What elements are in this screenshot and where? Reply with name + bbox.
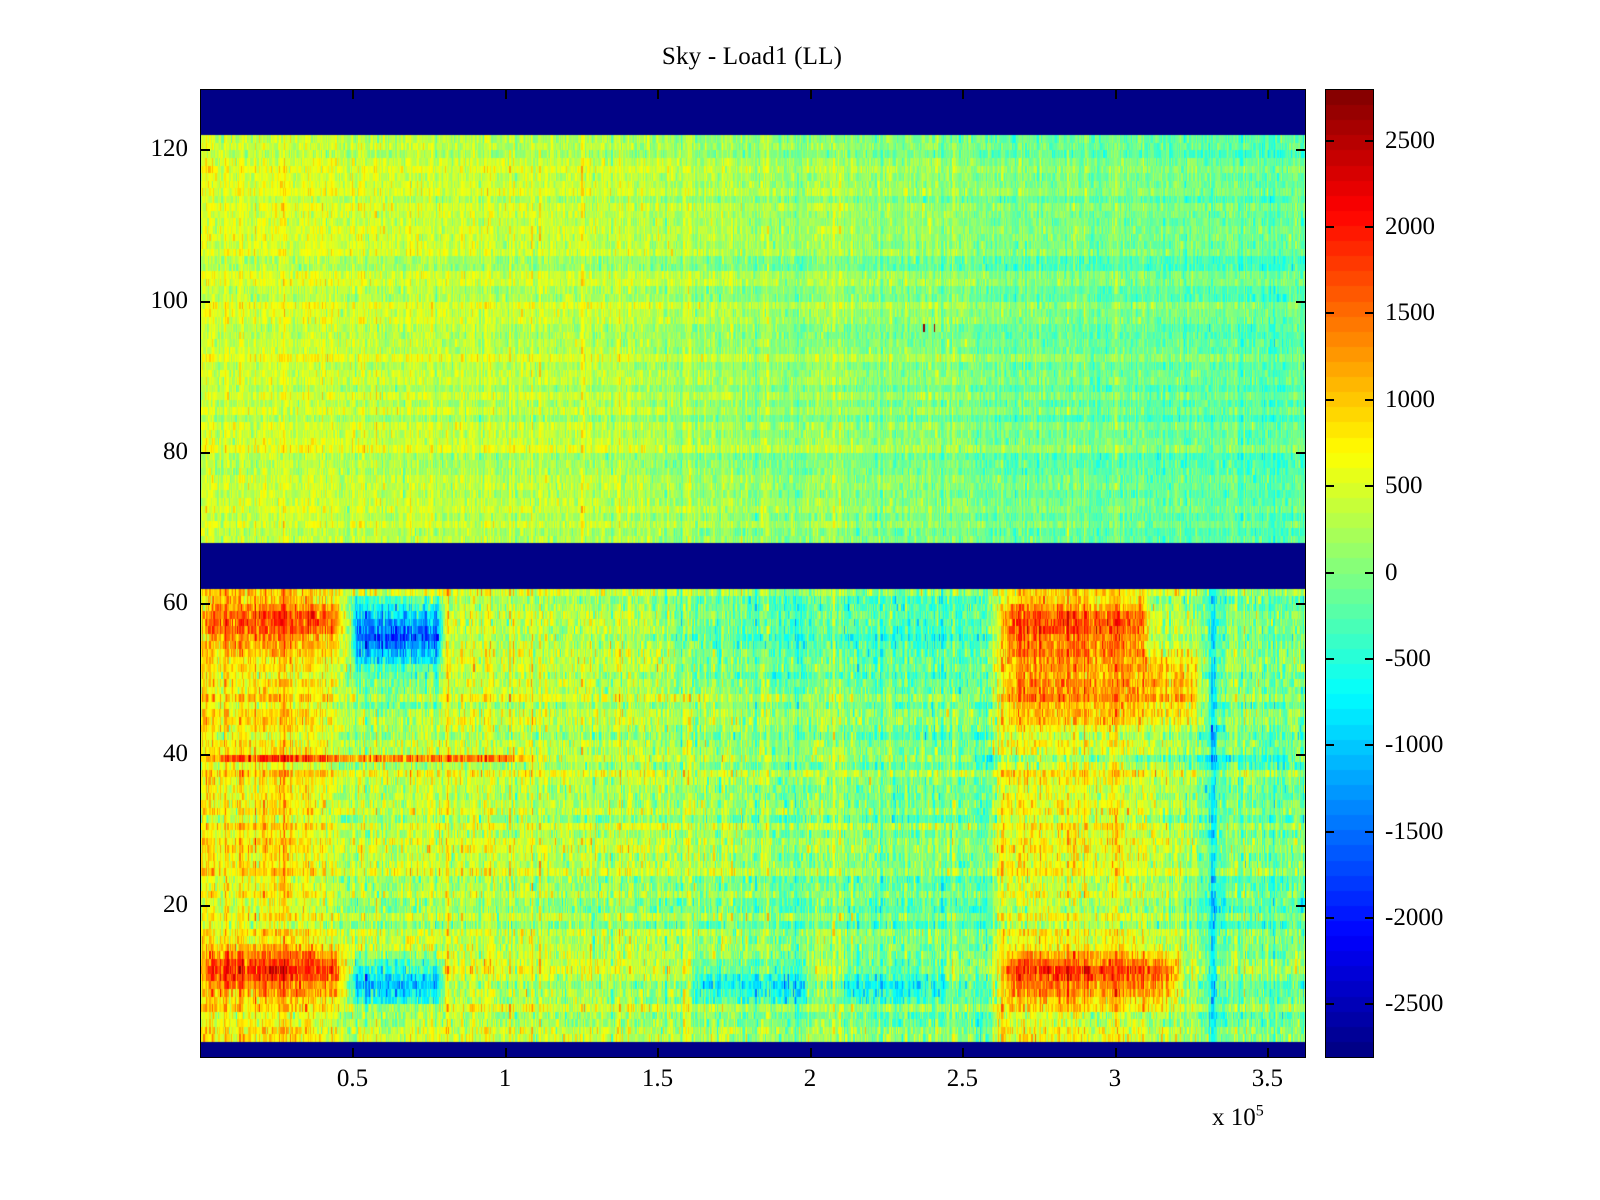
x-tick-label: 1 bbox=[498, 1065, 512, 1092]
colorbar-tick-mark bbox=[1365, 226, 1374, 229]
x-tick-label: 3 bbox=[1108, 1065, 1122, 1092]
x-tick-label: 0.5 bbox=[336, 1065, 369, 1092]
x-tick-label: 1.5 bbox=[641, 1065, 674, 1092]
colorbar-tick-label: 2000 bbox=[1385, 213, 1435, 241]
y-tick-mark bbox=[1296, 904, 1305, 907]
x-tick-label: 2 bbox=[803, 1065, 817, 1092]
colorbar-tick-mark bbox=[1325, 571, 1334, 574]
colorbar-tick-mark bbox=[1325, 830, 1334, 833]
colorbar-tick-label: 1500 bbox=[1385, 299, 1435, 327]
y-tick-label: 40 bbox=[163, 739, 188, 767]
x-exponent-power: 5 bbox=[1255, 1102, 1264, 1120]
x-axis-exponent-label: x 105 bbox=[1212, 1102, 1264, 1132]
colorbar-tick-mark bbox=[1365, 485, 1374, 488]
x-tick-mark bbox=[657, 90, 660, 99]
y-tick-label: 80 bbox=[163, 437, 188, 465]
colorbar-ticks bbox=[1325, 89, 1374, 1058]
colorbar-tick-mark bbox=[1365, 744, 1374, 747]
y-tick-mark bbox=[201, 300, 210, 303]
x-tick-mark bbox=[352, 90, 355, 99]
y-tick-mark bbox=[201, 904, 210, 907]
heatmap-axes[interactable] bbox=[200, 89, 1306, 1058]
y-tick-label: 100 bbox=[150, 286, 189, 314]
colorbar-tick-mark bbox=[1365, 830, 1374, 833]
y-tick-mark bbox=[201, 753, 210, 756]
x-tick-mark bbox=[1114, 90, 1117, 99]
x-tick-mark bbox=[1267, 90, 1270, 99]
colorbar-tick-label: -2000 bbox=[1385, 903, 1444, 931]
colorbar-tick-mark bbox=[1325, 485, 1334, 488]
x-tick-mark bbox=[1267, 1048, 1270, 1057]
colorbar[interactable] bbox=[1325, 89, 1374, 1058]
colorbar-tick-label: -2500 bbox=[1385, 990, 1444, 1018]
colorbar-tick-label: -1000 bbox=[1385, 731, 1444, 759]
colorbar-tick-mark bbox=[1325, 916, 1334, 919]
y-tick-mark bbox=[1296, 451, 1305, 454]
x-tick-mark bbox=[504, 90, 507, 99]
colorbar-tick-label: 1000 bbox=[1385, 385, 1435, 413]
colorbar-tick-mark bbox=[1325, 226, 1334, 229]
colorbar-tick-mark bbox=[1365, 312, 1374, 315]
colorbar-tick-mark bbox=[1325, 744, 1334, 747]
heatmap-image bbox=[201, 90, 1305, 1057]
x-tick-mark bbox=[962, 90, 965, 99]
x-tick-mark bbox=[504, 1048, 507, 1057]
y-tick-label: 60 bbox=[163, 588, 188, 616]
y-tick-mark bbox=[1296, 300, 1305, 303]
colorbar-tick-mark bbox=[1325, 398, 1334, 401]
y-tick-mark bbox=[1296, 602, 1305, 605]
x-tick-label: 2.5 bbox=[946, 1065, 979, 1092]
colorbar-tick-mark bbox=[1365, 657, 1374, 660]
colorbar-tick-mark bbox=[1365, 571, 1374, 574]
colorbar-tick-mark bbox=[1365, 139, 1374, 142]
x-tick-mark bbox=[352, 1048, 355, 1057]
colorbar-tick-label: -500 bbox=[1385, 644, 1431, 672]
y-axis-tick-labels: 20 40 60 80 100 120 bbox=[100, 89, 189, 1056]
y-tick-label: 120 bbox=[150, 135, 189, 163]
colorbar-tick-mark bbox=[1365, 1003, 1374, 1006]
colorbar-tick-mark bbox=[1365, 398, 1374, 401]
x-axis-tick-labels: 0.5 1 1.5 2 2.5 3 3.5 bbox=[200, 1064, 1304, 1104]
colorbar-tick-mark bbox=[1325, 1003, 1334, 1006]
y-tick-label: 20 bbox=[163, 890, 188, 918]
colorbar-tick-mark bbox=[1325, 312, 1334, 315]
x-tick-mark bbox=[962, 1048, 965, 1057]
y-tick-mark bbox=[1296, 753, 1305, 756]
colorbar-tick-label: 2500 bbox=[1385, 126, 1435, 154]
x-tick-mark bbox=[657, 1048, 660, 1057]
y-tick-mark bbox=[1296, 149, 1305, 152]
colorbar-gradient bbox=[1326, 90, 1373, 1057]
x-exponent-mantissa: x 10 bbox=[1212, 1104, 1256, 1131]
colorbar-tick-mark bbox=[1325, 657, 1334, 660]
x-tick-mark bbox=[1114, 1048, 1117, 1057]
colorbar-tick-label: 500 bbox=[1385, 472, 1423, 500]
colorbar-tick-label: 0 bbox=[1385, 558, 1398, 586]
colorbar-tick-mark bbox=[1365, 916, 1374, 919]
colorbar-tick-labels: 2500 2000 1500 1000 500 0 -500 -1000 -1500 -2000 -… bbox=[1385, 89, 1565, 1056]
y-tick-mark bbox=[201, 451, 210, 454]
y-tick-mark bbox=[201, 149, 210, 152]
x-tick-mark bbox=[809, 90, 812, 99]
x-tick-label: 3.5 bbox=[1251, 1065, 1284, 1092]
x-tick-mark bbox=[809, 1048, 812, 1057]
colorbar-tick-mark bbox=[1325, 139, 1334, 142]
y-tick-mark bbox=[201, 602, 210, 605]
page-title: Sky - Load1 (LL) bbox=[661, 43, 843, 70]
colorbar-tick-label: -1500 bbox=[1385, 817, 1444, 845]
